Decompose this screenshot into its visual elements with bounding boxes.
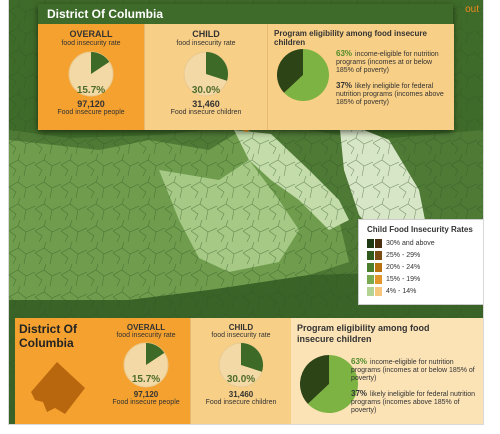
bottom-child-count: 31,460 — [228, 390, 254, 399]
bottom-eligibility-row-2: 37% likely ineligible for federal nutriti… — [351, 390, 479, 415]
bottom-overall-column: OVERALL food insecurity rate 15.7% 97,12… — [102, 318, 190, 424]
bottom-child-count-label: Food insecure children — [205, 399, 277, 406]
eligibility-percent-1: 63% — [336, 49, 353, 58]
eligibility-column: Program eligibility among food insecure … — [267, 24, 454, 130]
bottom-eligibility-pie — [300, 355, 358, 413]
bottom-child-pie-slice — [241, 343, 263, 372]
legend-swatch-orange-2 — [375, 251, 382, 260]
legend-swatch-green-1 — [367, 239, 374, 248]
bottom-eligibility-text-1: income-eligible for nutrition programs (… — [351, 359, 475, 382]
bottom-state-box: District Of Columbia — [15, 318, 102, 424]
bottom-overall-count-label: Food insecure people — [112, 399, 180, 406]
bottom-overall-subtitle: food insecurity rate — [116, 332, 176, 339]
bottom-eligibility-column: Program eligibility among food insecure … — [291, 318, 483, 424]
eligibility-title: Program eligibility among food insecure … — [274, 29, 427, 47]
child-pie-slice — [206, 52, 228, 81]
child-column: CHILD food insecurity rate 30.0% 31,460 … — [144, 24, 267, 130]
bottom-overall-count: 97,120 — [133, 390, 159, 399]
child-count-label: Food insecure children — [170, 109, 242, 116]
eligibility-row-1: 63% income-eligible for nutrition program… — [336, 50, 451, 75]
overall-percent: 15.7% — [76, 85, 106, 96]
bottom-child-column: CHILD food insecurity rate 30.0% 31,460 … — [190, 318, 291, 424]
eligibility-row-2: 37% likely ineligible for federal nutriti… — [336, 82, 451, 107]
bottom-child-pie — [218, 342, 264, 388]
legend-label-4: 15% - 19% — [386, 276, 421, 283]
child-percent: 30.0% — [191, 85, 221, 96]
bottom-eligibility-pie-slice-ineligible — [300, 355, 329, 404]
child-count: 31,460 — [192, 99, 220, 109]
legend-swatch-orange-3 — [375, 263, 382, 272]
eligibility-text-1: income-eligible for nutrition programs (… — [336, 51, 439, 74]
legend-title: Child Food Insecurity Rates — [367, 225, 473, 234]
overall-pie — [68, 51, 114, 97]
legend-row-2: 25% - 29% — [367, 251, 420, 261]
popup-title: District Of Columbia — [38, 4, 453, 24]
bottom-eligibility-pie-slice-eligible — [307, 355, 358, 413]
legend-swatch-green-5 — [367, 287, 374, 296]
legend-swatch-green-3 — [367, 263, 374, 272]
bottom-child-percent: 30.0% — [226, 374, 256, 385]
legend-swatch-green-4 — [367, 275, 374, 284]
zoom-out-link[interactable]: out — [465, 4, 479, 15]
legend-label-3: 20% - 24% — [386, 264, 421, 271]
bottom-child-title: CHILD — [228, 323, 254, 332]
overall-count: 97,120 — [77, 99, 105, 109]
legend-label-1: 30% and above — [386, 240, 435, 247]
overall-title: OVERALL — [69, 29, 113, 39]
eligibility-text-2: likely ineligible for federal nutrition … — [336, 83, 444, 106]
overall-column: OVERALL food insecurity rate 15.7% 97,12… — [38, 24, 144, 130]
legend-label-2: 25% - 29% — [386, 252, 421, 259]
legend-row-5: 4% - 14% — [367, 287, 416, 297]
map-frame: out District Of Columbia OVERALL food in… — [9, 0, 483, 424]
dc-shape-icon — [31, 362, 85, 414]
legend-swatch-orange-4 — [375, 275, 382, 284]
bottom-overall-pie-slice — [146, 343, 165, 365]
bottom-eligibility-text-2: likely ineligible for federal nutrition … — [351, 391, 476, 414]
legend-row-1: 30% and above — [367, 239, 435, 249]
bottom-state-name: District Of Columbia — [19, 322, 78, 350]
overall-count-label: Food insecure people — [57, 109, 125, 116]
legend-row-3: 20% - 24% — [367, 263, 420, 273]
bottom-overall-percent: 15.7% — [131, 374, 161, 385]
bottom-panel: District Of Columbia OVERALL food insecu… — [15, 318, 483, 424]
child-subtitle: food insecurity rate — [176, 40, 236, 47]
legend-swatch-green-2 — [367, 251, 374, 260]
bottom-eligibility-title: Program eligibility among food insecure … — [297, 323, 430, 344]
overall-pie-slice — [91, 52, 110, 74]
child-title: CHILD — [192, 29, 220, 39]
legend-row-4: 15% - 19% — [367, 275, 420, 285]
eligibility-pie-slice-eligible — [284, 49, 329, 101]
legend-label-5: 4% - 14% — [386, 288, 417, 295]
bottom-overall-pie — [123, 342, 169, 388]
bottom-eligibility-percent-1: 63% — [351, 357, 368, 366]
legend-swatch-orange-5 — [375, 287, 382, 296]
overall-subtitle: food insecurity rate — [61, 40, 121, 47]
eligibility-percent-2: 37% — [336, 81, 353, 90]
legend-box: Child Food Insecurity Rates 30% and abov… — [358, 219, 483, 305]
bottom-overall-title: OVERALL — [126, 323, 166, 332]
legend-swatch-orange-1 — [375, 239, 382, 248]
bottom-child-subtitle: food insecurity rate — [211, 332, 271, 339]
eligibility-pie-slice-ineligible — [277, 49, 303, 93]
bottom-eligibility-row-1: 63% income-eligible for nutrition program… — [351, 358, 479, 383]
state-popup: District Of Columbia OVERALL food insecu… — [38, 4, 454, 130]
bottom-eligibility-percent-2: 37% — [351, 389, 368, 398]
eligibility-pie — [277, 49, 329, 101]
child-pie — [183, 51, 229, 97]
